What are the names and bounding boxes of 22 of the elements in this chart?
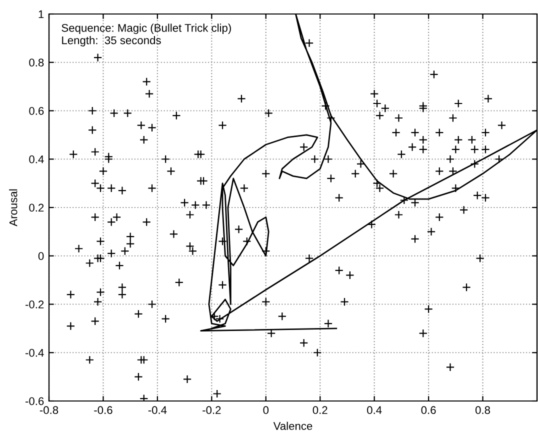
- x-tick-label: -0.6: [94, 406, 112, 414]
- y-tick-label: 1: [38, 10, 44, 18]
- x-tick-label: -0.4: [148, 406, 167, 414]
- y-tick-label: 0.4: [29, 155, 44, 164]
- x-tick-label: 0.6: [421, 406, 436, 414]
- y-tick-label: 0.6: [29, 107, 44, 115]
- y-tick-label: -0.4: [25, 348, 44, 357]
- y-tick-label: 0.2: [29, 204, 44, 212]
- y-axis-title: Arousal: [9, 189, 18, 226]
- x-axis-title: Valence: [273, 422, 312, 430]
- x-tick-label: 0.4: [367, 406, 382, 414]
- y-tick-label: -0.2: [25, 300, 44, 308]
- x-tick-label: -0.8: [40, 406, 58, 414]
- y-tick-label: -0.6: [25, 397, 44, 406]
- annotation: Length: 35 seconds: [62, 36, 161, 46]
- y-tick-label: 0.8: [29, 58, 44, 67]
- x-tick-label: 0.2: [312, 406, 328, 414]
- x-tick-label: 0: [263, 406, 269, 414]
- y-tick-label: 0: [38, 252, 44, 260]
- x-tick-label: -0.2: [202, 406, 221, 414]
- annotation: Sequence: Magic (Bullet Trick clip): [62, 24, 231, 34]
- x-tick-label: 0.8: [475, 406, 490, 414]
